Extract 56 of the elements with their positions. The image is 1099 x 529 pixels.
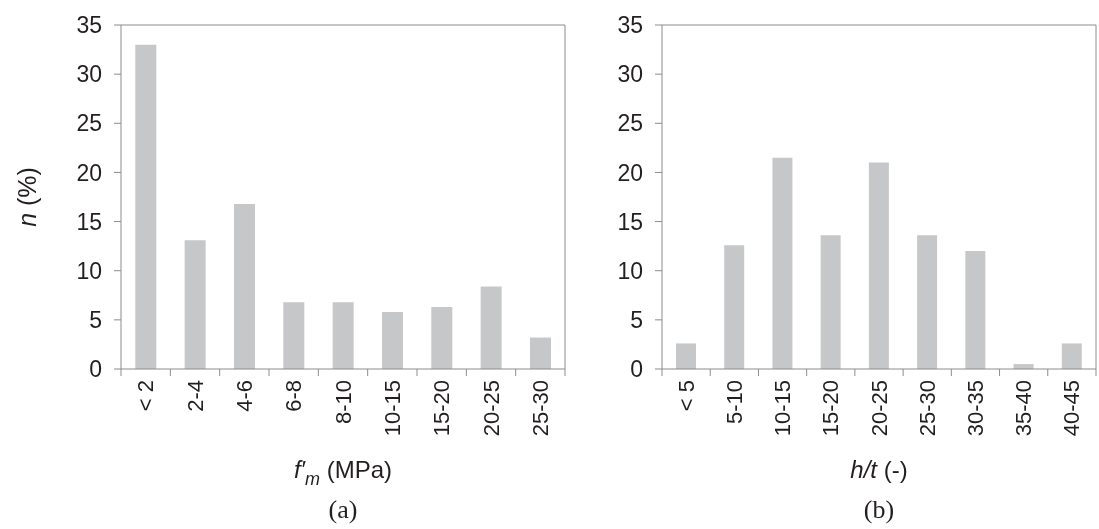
x-tick-label: 15-20: [818, 380, 844, 437]
bar: [381, 311, 403, 369]
y-tick-label: 25: [617, 110, 643, 137]
y-tick-label: 30: [76, 61, 102, 88]
y-tick-label: 10: [617, 257, 643, 284]
y-tick-label: 30: [617, 61, 643, 88]
y-tick-label: 25: [76, 110, 102, 137]
x-tick-label: 30-35: [962, 380, 988, 437]
x-tick-label: 4-6: [231, 380, 257, 412]
text: (b): [863, 495, 895, 525]
bar: [917, 235, 938, 369]
x-tick-label: 8-10: [330, 380, 356, 425]
bar: [332, 302, 354, 369]
y-tick-label: 20: [617, 159, 643, 186]
y-tick-label: 15: [76, 208, 102, 235]
bar: [529, 337, 551, 369]
bar: [820, 235, 841, 369]
y-axis-title: n (%): [13, 167, 41, 227]
bar: [772, 157, 793, 369]
bar: [724, 245, 745, 369]
x-axis-title: f′$_{m}$ (MPa): [293, 455, 393, 489]
bar: [184, 240, 206, 369]
x-tick-label: 6-8: [281, 380, 307, 412]
bar: [675, 343, 696, 369]
bar: [283, 302, 305, 369]
y-tick-label: 5: [89, 307, 102, 334]
x-tick-label: 5-10: [721, 380, 747, 425]
y-tick-label: 0: [630, 356, 643, 383]
bar: [1061, 343, 1082, 369]
y-tick-label: 35: [617, 12, 643, 39]
x-tick-label: < 2: [133, 380, 159, 412]
x-axis-title: h/t (-): [850, 455, 908, 483]
x-tick-label: 15-20: [429, 380, 455, 437]
x-tick-label: < 5: [673, 380, 699, 412]
bar: [233, 203, 255, 369]
x-tick-label: 35-40: [1011, 380, 1037, 437]
y-tick-label: 20: [76, 159, 102, 186]
y-tick-label: 0: [89, 356, 102, 383]
text: (a): [328, 495, 358, 525]
x-tick-label: 25-30: [914, 380, 940, 437]
bar: [480, 286, 502, 369]
x-tick-label: 20-25: [866, 380, 892, 437]
x-tick-label: 20-25: [478, 380, 504, 437]
y-tick-label: 10: [76, 257, 102, 284]
y-tick-label: 35: [76, 12, 102, 39]
bar: [431, 307, 453, 369]
x-tick-label: 2-4: [182, 380, 208, 412]
bar: [868, 162, 889, 369]
x-tick-label: 10-15: [379, 380, 405, 437]
y-tick-label: 5: [630, 307, 643, 334]
x-tick-label: 25-30: [527, 380, 553, 437]
x-tick-label: 10-15: [770, 380, 796, 437]
bar: [135, 44, 157, 369]
bar: [965, 251, 986, 369]
y-tick-label: 15: [617, 208, 643, 235]
x-tick-label: 40-45: [1059, 380, 1085, 437]
